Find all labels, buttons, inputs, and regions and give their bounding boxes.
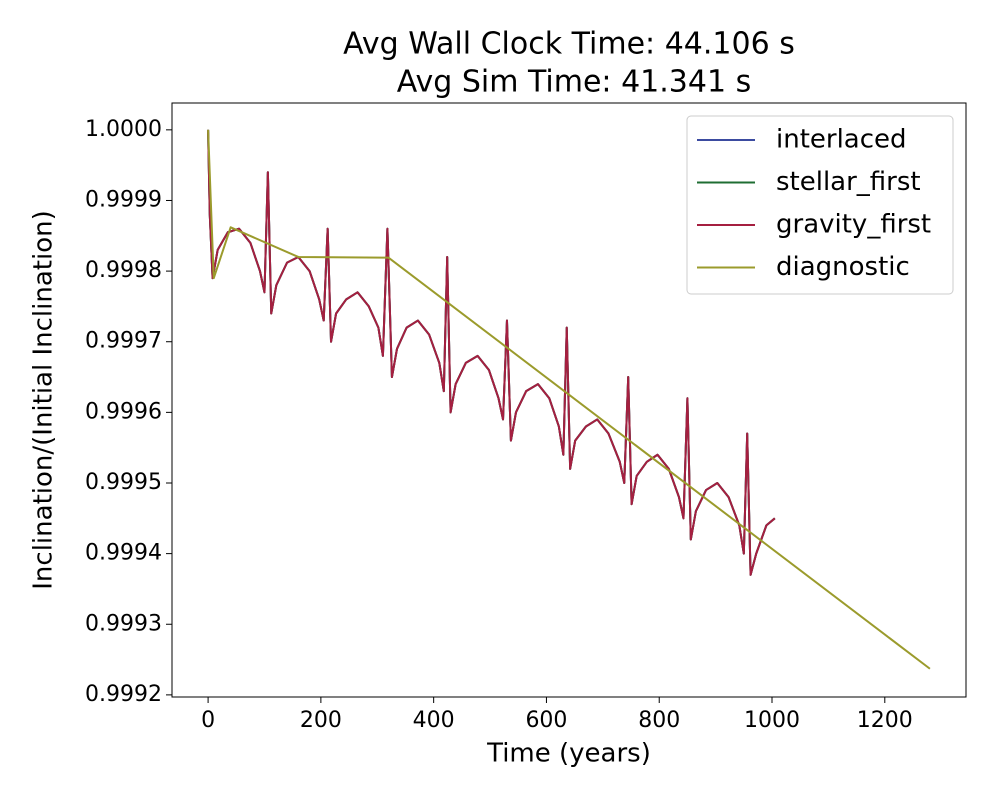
x-axis-label: Time (years) [486,739,651,769]
x-tick-label: 400 [413,708,455,733]
y-tick-label: 0.9994 [85,541,162,566]
x-tick-label: 1200 [857,708,913,733]
y-axis-label: Inclination/(Initial Inclination) [29,210,59,589]
y-tick-label: 0.9993 [85,611,162,636]
y-tick-label: 0.9998 [85,258,162,283]
y-tick-label: 1.0000 [85,117,162,142]
legend-label: gravity_first [776,210,931,240]
chart-title: Avg Wall Clock Time: 44.106 s [343,27,795,62]
plot-frame [171,102,967,698]
y-tick-label: 0.9996 [85,399,162,424]
y-tick-label: 0.9999 [85,187,162,212]
line-series [207,129,776,576]
y-tick-label: 0.9992 [85,682,162,707]
line-series [207,129,931,670]
chart-title: Avg Sim Time: 41.341 s [397,65,751,100]
legend-box [686,115,954,295]
legend-label: stellar_first [776,167,921,197]
legend: interlaced stellar_first gravity_firstdiag… [686,115,954,295]
y-tick-label: 0.9997 [85,329,162,354]
legend-label: diagnostic [776,252,910,282]
y-tick-label: 0.9995 [85,470,162,495]
x-tick-label: 0 [201,708,215,733]
x-tick-label: 600 [525,708,567,733]
legend-label: interlaced [776,125,907,155]
x-tick-label: 800 [638,708,680,733]
x-tick-label: 1000 [744,708,800,733]
x-tick-label: 200 [300,708,342,733]
